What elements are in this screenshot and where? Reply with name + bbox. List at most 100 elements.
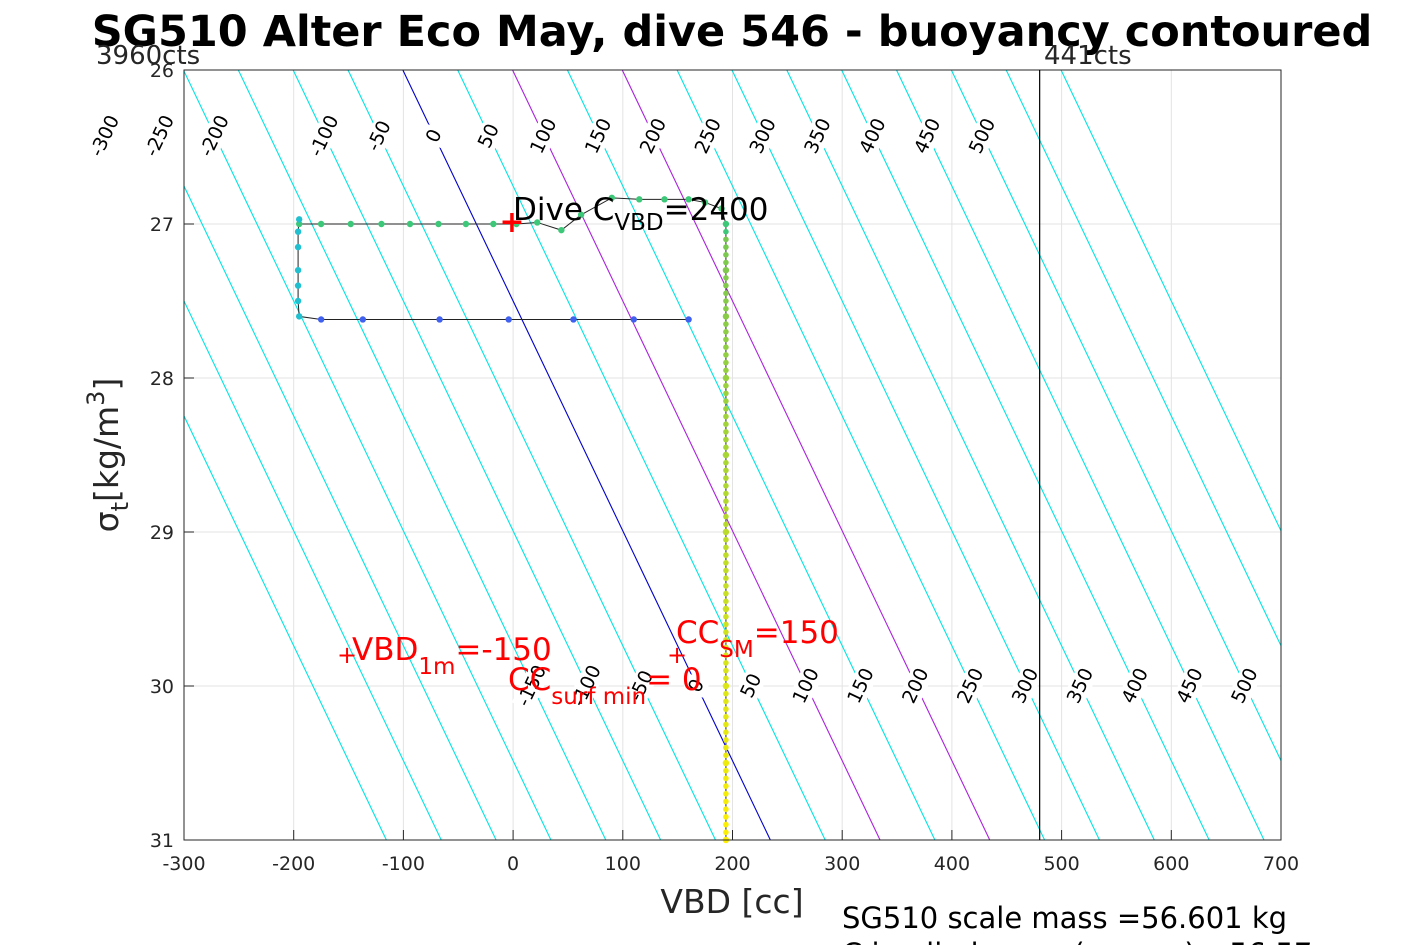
dive-point-dense [723,783,729,789]
climb-point [294,297,302,305]
contour-label-bg [634,113,673,159]
x-tick-label: 400 [934,853,970,875]
contour-line-100 [512,70,881,840]
x-tick-label: -100 [382,853,425,875]
dive-point-dense [723,367,729,374]
contour-label-top: 50 [474,120,504,151]
dive-point-dense [723,652,729,658]
climb-point [436,316,443,323]
dive-point-dense [723,644,729,651]
contour-label-bg [361,115,397,157]
dive-point [295,220,303,228]
dive-point-dense [723,382,729,389]
climb-point [505,316,512,323]
dive-point [513,220,520,228]
climb-point [630,316,637,323]
dive-point-dense [723,444,729,451]
contour-label-bg [472,118,505,154]
contour-label-bg [525,113,563,159]
dive-point-dense [723,529,729,535]
x-tick-label: 300 [824,853,860,875]
dive-point-dense [723,344,729,351]
dive-point-dense [723,352,729,358]
vbd-1m-annotation: VBD1m=-150 [352,632,552,680]
contour-label-bg [952,662,990,709]
dive-point [406,220,414,228]
y-tick-label: 28 [150,368,174,390]
contour-label-bg [689,113,727,159]
y-label-unit: [kg/m [87,406,126,502]
y-tick-label: 31 [150,830,174,852]
dive-point-dense [723,483,729,489]
dive-point-dense [723,806,729,812]
dive-point [317,220,325,228]
climb-point [294,228,302,235]
dive-point [701,199,709,206]
dive-point [661,196,668,203]
dive-point-dense [723,421,729,428]
annotations: Dive CVBD=2400 VBD1m=-150 CCSM=150 CCsur… [337,192,839,710]
contour-label-bg [1226,662,1264,709]
dive-point-dense [723,760,729,766]
climb-point [294,267,302,274]
dive-point-dense [723,521,729,528]
dive-point-dense [723,536,729,543]
x-tick-label: -300 [162,853,205,875]
climb-point [317,316,325,323]
x-tick-label: 500 [1043,853,1079,875]
x-tick-label: 100 [605,853,641,875]
dive-point-dense [723,598,729,605]
implied-mass-note: C implied mass (approx) =56.57 [842,937,1312,945]
contour-line-300 [731,70,1100,840]
climb-track-line [297,219,689,320]
y-label-sigma: σ [87,511,126,532]
climb-point [570,316,577,323]
contour-label-bg [511,659,552,712]
contour-line--250 [184,184,497,840]
scale-mass-note: SG510 scale mass =56.601 kg [842,901,1287,935]
contour-line--50 [347,70,716,840]
dive-point-dense [723,567,729,574]
dive-point [435,220,442,228]
dive-point-dense [723,583,729,589]
dive-point-dense [723,467,729,474]
contour-label-top: -300 [86,112,124,160]
contour-label-bg [84,110,125,163]
dive-point-dense [723,706,729,712]
contour-line-350 [786,70,1155,840]
dive-point-dense [723,398,729,404]
contour-line-550 [1005,70,1281,648]
x-tick-label: -200 [272,853,315,875]
dive-track-line [299,197,727,840]
contour-label-bg [909,113,947,159]
x-axis-ticks: -300 -200 -100 0 100 200 300 400 500 600 700 [162,830,1299,875]
contour-line-250 [676,70,1046,840]
climb-point [359,316,367,323]
dive-point-dense [723,791,729,797]
contour-line-400 [841,70,1210,840]
contour-line--350 [184,414,387,840]
dive-point-dense [723,798,729,805]
dive-point-dense [723,359,729,366]
contour-label-bg [579,113,618,159]
dive-point-dense [723,667,729,674]
dive-point-dense [723,506,729,512]
dive-point-dense [723,690,729,697]
dive-point-dense [723,252,729,258]
counts-right-label: 441cts [1044,41,1132,71]
dive-point-dense [723,575,729,581]
climb-point [294,243,302,251]
dive-point-dense [723,698,729,705]
chart-title: SG510 Alter Eco May, dive 546 - buoyancy… [92,7,1373,57]
contour-label-top: -100 [305,112,343,160]
dive-point-dense [723,436,729,443]
cc-sm-marker: + [667,641,687,669]
dive-point-dense [723,406,729,412]
y-label-sub: t [106,502,134,511]
dive-point-dense [723,721,729,728]
dive-point [608,194,616,202]
dive-point-dense [723,259,729,266]
contour-label-bg [1061,662,1099,709]
y-axis-ticks: 26 27 28 29 30 31 [150,60,194,852]
cc-sm-annotation: CCSM=150 [676,615,839,663]
